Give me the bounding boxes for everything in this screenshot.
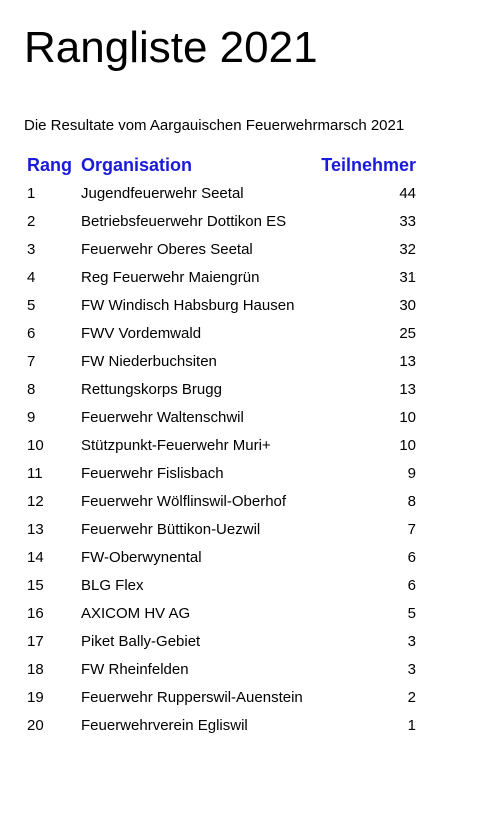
rank-cell: 13 [27, 521, 44, 538]
participants-cell: 32 [399, 241, 416, 258]
column-header-rank: Rang [27, 155, 72, 175]
participants-cell: 1 [407, 717, 416, 734]
participants-cell: 5 [407, 605, 416, 622]
table-row: 17 Piket Bally-Gebiet 3 [24, 628, 416, 656]
table-header-row: Rang Organisation Teilnehmer [24, 150, 416, 180]
table-row: 12 Feuerwehr Wölflinswil-Oberhof 8 [24, 488, 416, 516]
rank-cell: 16 [27, 605, 44, 622]
table-row: 16 AXICOM HV AG 5 [24, 600, 416, 628]
table-row: 11 Feuerwehr Fislisbach 9 [24, 460, 416, 488]
rank-cell: 3 [27, 241, 36, 258]
rank-cell: 14 [27, 549, 44, 566]
table-row: 10 Stützpunkt-Feuerwehr Muri+ 10 [24, 432, 416, 460]
participants-cell: 30 [399, 297, 416, 314]
participants-cell: 13 [399, 353, 416, 370]
participants-cell: 2 [407, 689, 416, 706]
table-row: 19 Feuerwehr Rupperswil-Auenstein 2 [24, 684, 416, 712]
participants-cell: 6 [407, 549, 416, 566]
organisation-cell: AXICOM HV AG [81, 605, 191, 622]
organisation-cell: Feuerwehr Büttikon-Uezwil [81, 521, 261, 538]
table-body: 1 Jugendfeuerwehr Seetal 44 2 Betriebsfeuerw… [24, 180, 416, 740]
rank-cell: 2 [27, 213, 36, 230]
participants-cell: 44 [399, 185, 416, 202]
organisation-cell: FW-Oberwynental [81, 549, 202, 566]
organisation-cell: Betriebsfeuerwehr Dottikon ES [81, 213, 287, 230]
participants-cell: 13 [399, 381, 416, 398]
organisation-cell: Feuerwehr Rupperswil-Auenstein [81, 689, 303, 706]
participants-cell: 10 [399, 409, 416, 426]
participants-cell: 8 [407, 493, 416, 510]
table-row: 18 FW Rheinfelden 3 [24, 656, 416, 684]
table-row: 13 Feuerwehr Büttikon-Uezwil 7 [24, 516, 416, 544]
participants-cell: 9 [407, 465, 416, 482]
participants-cell: 10 [399, 437, 416, 454]
participants-cell: 33 [399, 213, 416, 230]
organisation-cell: Reg Feuerwehr Maiengrün [81, 269, 260, 286]
table-row: 6 FWV Vordemwald 25 [24, 320, 416, 348]
table-row: 15 BLG Flex 6 [24, 572, 416, 600]
participants-cell: 25 [399, 325, 416, 342]
organisation-cell: FW Niederbuchsiten [81, 353, 217, 370]
rank-cell: 11 [27, 465, 43, 482]
participants-cell: 7 [407, 521, 416, 538]
rank-cell: 5 [27, 297, 36, 314]
rank-cell: 1 [27, 185, 36, 202]
rank-cell: 7 [27, 353, 36, 370]
rank-cell: 8 [27, 381, 36, 398]
participants-cell: 31 [399, 269, 416, 286]
organisation-cell: Feuerwehr Wölflinswil-Oberhof [81, 493, 287, 510]
organisation-cell: BLG Flex [81, 577, 144, 594]
organisation-cell: FWV Vordemwald [81, 325, 202, 342]
rank-cell: 9 [27, 409, 36, 426]
organisation-cell: Stützpunkt-Feuerwehr Muri+ [81, 437, 271, 454]
table-row: 2 Betriebsfeuerwehr Dottikon ES 33 [24, 208, 416, 236]
table-row: 9 Feuerwehr Waltenschwil 10 [24, 404, 416, 432]
table-row: 5 FW Windisch Habsburg Hausen 30 [24, 292, 416, 320]
participants-cell: 6 [407, 577, 416, 594]
intro-text: Die Resultate vom Aargauischen Feuerwehr… [24, 117, 405, 134]
organisation-cell: Rettungskorps Brugg [81, 381, 222, 398]
page-title: Rangliste 2021 [24, 23, 318, 72]
rank-cell: 18 [27, 661, 44, 678]
table-row: 4 Reg Feuerwehr Maiengrün 31 [24, 264, 416, 292]
column-header-participants: Teilnehmer [321, 155, 416, 175]
ranking-table: Rang Organisation Teilnehmer 1 Jugendfeue… [24, 150, 416, 740]
rank-cell: 4 [27, 269, 36, 286]
rank-cell: 15 [27, 577, 44, 594]
table-row: 1 Jugendfeuerwehr Seetal 44 [24, 180, 416, 208]
organisation-cell: Feuerwehr Fislisbach [81, 465, 224, 482]
rank-cell: 10 [27, 437, 44, 454]
organisation-cell: Piket Bally-Gebiet [81, 633, 201, 650]
rank-cell: 20 [27, 717, 44, 734]
table-row: 14 FW-Oberwynental 6 [24, 544, 416, 572]
organisation-cell: FW Rheinfelden [81, 661, 189, 678]
participants-cell: 3 [407, 661, 416, 678]
participants-cell: 3 [407, 633, 416, 650]
organisation-cell: Feuerwehrverein Egliswil [81, 717, 248, 734]
table-row: 7 FW Niederbuchsiten 13 [24, 348, 416, 376]
rank-cell: 19 [27, 689, 44, 706]
column-header-organisation: Organisation [81, 155, 193, 175]
organisation-cell: FW Windisch Habsburg Hausen [81, 297, 295, 314]
table-row: 3 Feuerwehr Oberes Seetal 32 [24, 236, 416, 264]
rank-cell: 17 [27, 633, 44, 650]
table-row: 8 Rettungskorps Brugg 13 [24, 376, 416, 404]
rank-cell: 6 [27, 325, 36, 342]
organisation-cell: Jugendfeuerwehr Seetal [81, 185, 244, 202]
table-row: 20 Feuerwehrverein Egliswil 1 [24, 712, 416, 740]
organisation-cell: Feuerwehr Waltenschwil [81, 409, 244, 426]
organisation-cell: Feuerwehr Oberes Seetal [81, 241, 253, 258]
rank-cell: 12 [27, 493, 44, 510]
